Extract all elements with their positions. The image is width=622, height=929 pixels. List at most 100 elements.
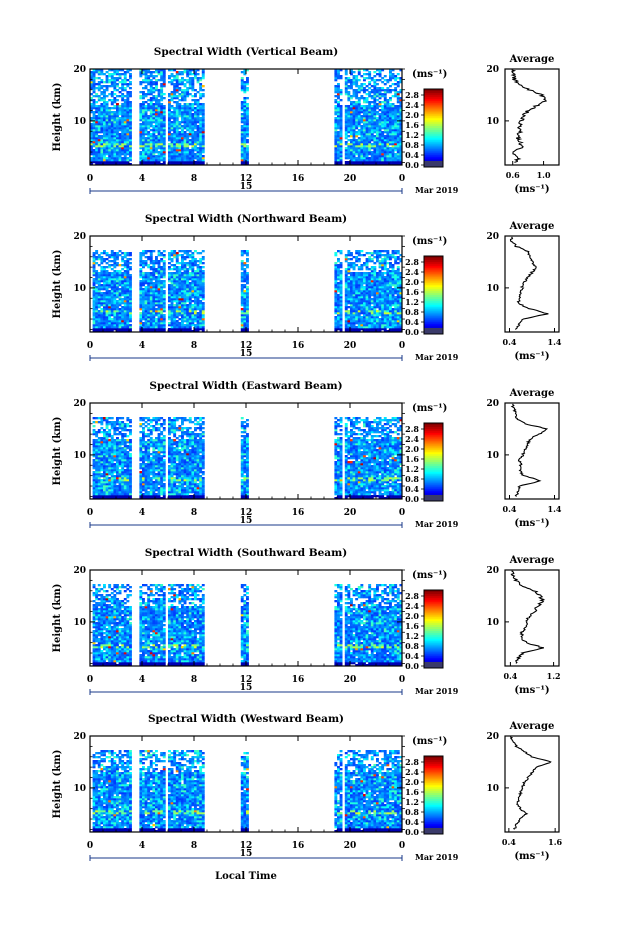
- y-tick-label: 10: [73, 451, 86, 461]
- colorbar-tick: 1.2: [405, 631, 419, 641]
- x-tick-label: 20: [344, 508, 357, 518]
- y-tick-label: 10: [73, 284, 86, 294]
- colorbar-tick: 0.4: [405, 317, 419, 327]
- avg-y-tick-label: 20: [486, 232, 499, 242]
- colorbar-tick: 2.0: [405, 110, 419, 120]
- colorbar-tick: 0.8: [405, 641, 419, 651]
- average-title: Average: [509, 721, 555, 732]
- avg-y-tick-label: 10: [486, 451, 499, 461]
- panel-2: Spectral Width (Eastward Beam) 0 4 8 12 16 20 0…: [52, 380, 562, 529]
- average-title: Average: [509, 388, 555, 399]
- colorbar-tick: 2.4: [405, 434, 419, 444]
- colorbar-tick: 0.4: [405, 817, 419, 827]
- colorbar-unit: (ms⁻¹): [412, 69, 447, 80]
- avg-x-tick-label: 1.4: [548, 504, 562, 514]
- x-tick-label: 16: [292, 508, 305, 518]
- avg-y-tick-label: 20: [486, 65, 499, 75]
- x-tick-label: 20: [344, 174, 357, 184]
- average-profile-line: [509, 736, 552, 830]
- average-profile-line: [510, 69, 547, 163]
- x-tick-label: 0: [87, 841, 93, 851]
- date-label: Mar 2019: [415, 686, 459, 696]
- date-day: 15: [240, 349, 253, 359]
- avg-y-tick-label: 10: [486, 784, 499, 794]
- heatmap-cells: [92, 750, 402, 832]
- colorbar-tick: 1.2: [405, 464, 419, 474]
- x-axis-label: Local Time: [215, 871, 277, 882]
- x-tick-label: 4: [139, 508, 145, 518]
- x-tick-label: 20: [344, 341, 357, 351]
- date-day: 15: [240, 849, 253, 859]
- x-tick-label: 0: [399, 174, 405, 184]
- colorbar-floor: [424, 662, 443, 668]
- x-tick-label: 0: [87, 675, 93, 685]
- x-tick-label: 0: [399, 675, 405, 685]
- colorbar-tick: 1.6: [405, 787, 419, 797]
- colorbar-tick: 0.4: [405, 150, 419, 160]
- average-frame: [504, 402, 560, 500]
- date-day: 15: [240, 683, 253, 693]
- average-profile-line: [509, 236, 549, 330]
- colorbar-tick: 0.0: [405, 327, 419, 337]
- avg-x-tick-label: 1.2: [547, 671, 561, 681]
- colorbar-tick: 1.6: [405, 454, 419, 464]
- heatmap-cells: [92, 417, 402, 499]
- x-tick-label: 16: [292, 341, 305, 351]
- x-tick-label: 4: [139, 841, 145, 851]
- x-tick-label: 4: [139, 341, 145, 351]
- x-tick-label: 0: [399, 508, 405, 518]
- colorbar-tick: 2.8: [405, 757, 419, 767]
- date-label: Mar 2019: [415, 185, 459, 195]
- chart-title: Spectral Width (Eastward Beam): [149, 380, 342, 392]
- avg-y-tick-label: 10: [486, 618, 499, 628]
- colorbar-unit: (ms⁻¹): [412, 403, 447, 414]
- colorbar-tick: 1.6: [405, 287, 419, 297]
- colorbar-tick: 0.0: [405, 661, 419, 671]
- avg-x-tick-label: 0.4: [503, 337, 517, 347]
- colorbar-tick: 1.2: [405, 797, 419, 807]
- average-unit: (ms⁻¹): [514, 851, 549, 862]
- x-tick-label: 8: [191, 841, 197, 851]
- average-unit: (ms⁻¹): [514, 685, 549, 696]
- x-tick-label: 0: [399, 841, 405, 851]
- x-tick-label: 20: [344, 675, 357, 685]
- colorbar-tick: 2.0: [405, 777, 419, 787]
- date-label: Mar 2019: [415, 852, 459, 862]
- colorbar-tick: 1.6: [405, 621, 419, 631]
- x-tick-label: 12: [240, 841, 253, 851]
- panel-4: Spectral Width (Westward Beam) 0 4 8 12 16 20 0…: [52, 713, 563, 862]
- y-tick-label: 20: [73, 566, 86, 576]
- y-axis-label: Height (km): [52, 417, 63, 486]
- colorbar-tick: 0.8: [405, 474, 419, 484]
- x-tick-label: 12: [240, 675, 253, 685]
- chart-title: Spectral Width (Southward Beam): [145, 547, 347, 559]
- colorbar-frame: [423, 255, 444, 335]
- avg-x-tick-label: 0.6: [506, 170, 520, 180]
- average-frame: [504, 569, 560, 667]
- average-profile-line: [510, 570, 546, 664]
- colorbar-unit: (ms⁻¹): [412, 570, 447, 581]
- y-tick-label: 10: [73, 618, 86, 628]
- colorbar-tick: 2.8: [405, 591, 419, 601]
- x-tick-label: 16: [292, 675, 305, 685]
- x-tick-label: 0: [399, 341, 405, 351]
- date-day: 15: [240, 182, 253, 192]
- avg-y-tick-label: 10: [486, 284, 499, 294]
- heatmap-cells: [92, 584, 402, 666]
- colorbar-tick: 2.4: [405, 767, 419, 777]
- colorbar-frame: [423, 589, 444, 669]
- avg-x-tick-label: 1.0: [537, 170, 551, 180]
- x-tick-label: 12: [240, 508, 253, 518]
- avg-x-tick-label: 0.4: [503, 504, 517, 514]
- colorbar-unit: (ms⁻¹): [412, 736, 447, 747]
- date-day: 15: [240, 516, 253, 526]
- colorbar-frame: [423, 755, 444, 835]
- colorbar-tick: 0.0: [405, 494, 419, 504]
- date-label: Mar 2019: [415, 352, 459, 362]
- x-tick-label: 0: [87, 508, 93, 518]
- y-tick-label: 20: [73, 732, 86, 742]
- y-axis-label: Height (km): [52, 83, 63, 152]
- y-tick-label: 10: [73, 784, 86, 794]
- colorbar-tick: 0.0: [405, 160, 419, 170]
- average-unit: (ms⁻¹): [514, 351, 549, 362]
